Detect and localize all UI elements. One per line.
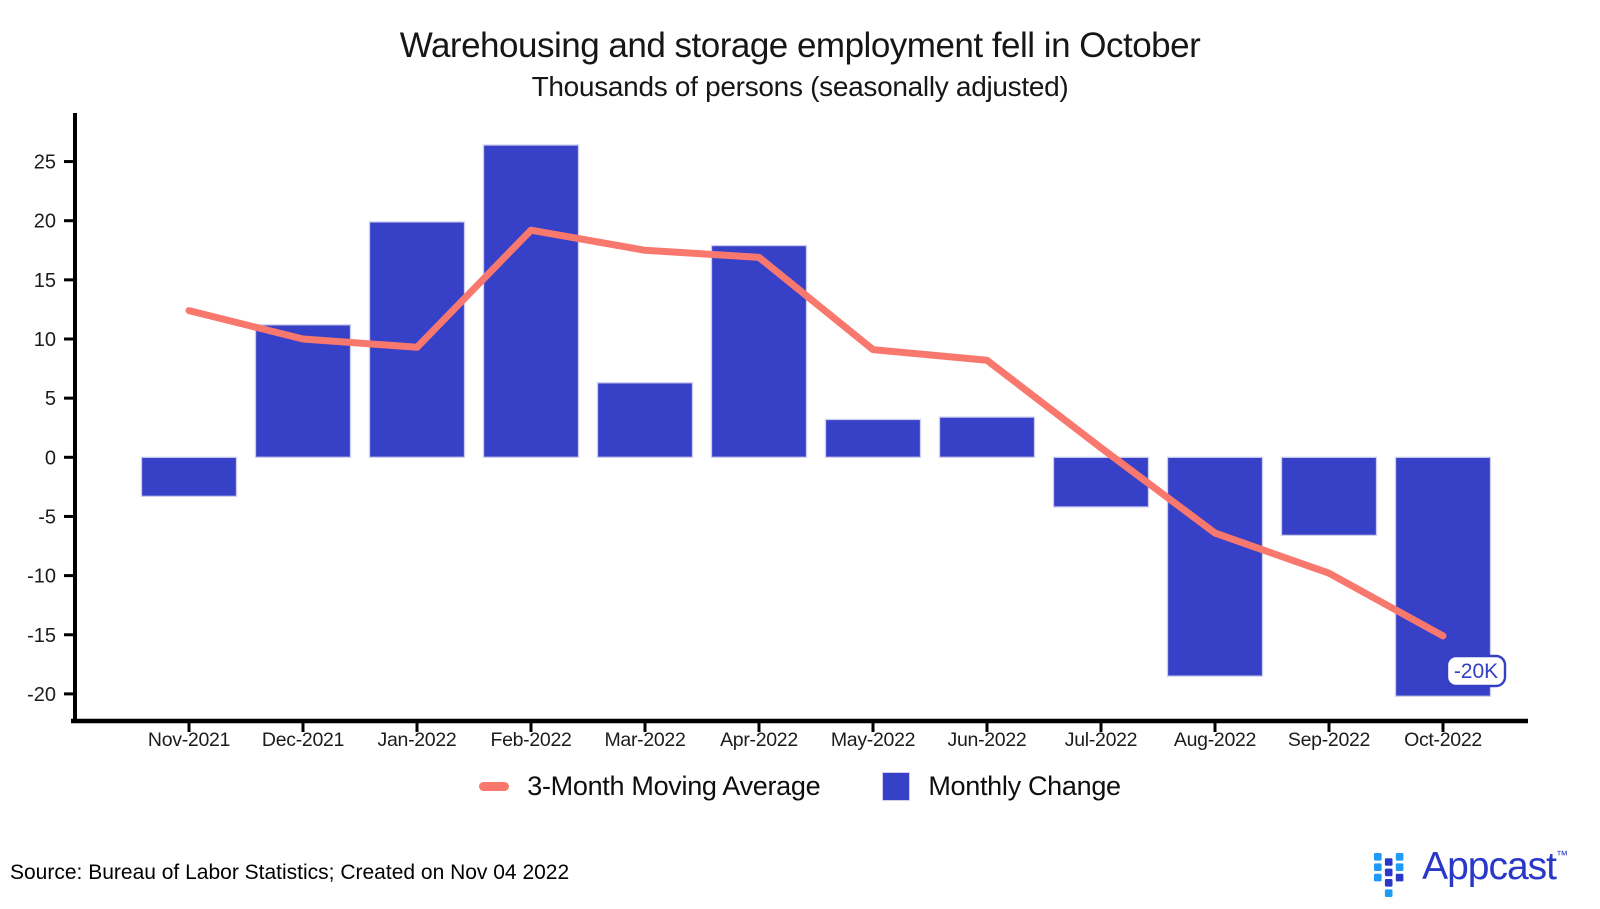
bar-Dec-2021 xyxy=(254,324,352,458)
x-tick-label-Jan-2022: Jan-2022 xyxy=(378,729,457,751)
legend: 3-Month Moving Average Monthly Change xyxy=(0,766,1600,806)
logo-square-light xyxy=(1374,863,1382,871)
moving-average-line xyxy=(185,226,1447,640)
x-tick-label-Dec-2021: Dec-2021 xyxy=(262,729,344,751)
appcast-logo: Appcast™ xyxy=(1374,845,1568,899)
chart-header: Warehousing and storage employment fell … xyxy=(0,26,1600,104)
x-tick-label-Mar-2022: Mar-2022 xyxy=(604,729,685,751)
logo-square-light xyxy=(1374,873,1382,882)
y-tick-label--5: -5 xyxy=(38,506,56,528)
monthly-change-bar-swatch xyxy=(882,771,911,801)
bar-Aug-2022 xyxy=(1166,456,1264,677)
x-tick-label-Sep-2022: Sep-2022 xyxy=(1288,729,1370,751)
y-tick-label--10: -10 xyxy=(27,566,56,588)
logo-square-light xyxy=(1384,889,1393,897)
x-tick-label-Jun-2022: Jun-2022 xyxy=(948,729,1027,751)
logo-square-dark xyxy=(1384,868,1393,877)
x-tick-label-Jul-2022: Jul-2022 xyxy=(1065,729,1137,751)
x-tick-label-Apr-2022: Apr-2022 xyxy=(720,729,798,751)
trademark-symbol: ™ xyxy=(1556,848,1568,862)
logo-square-light xyxy=(1395,863,1404,871)
logo-square-dark xyxy=(1384,858,1393,866)
y-tick-label--15: -15 xyxy=(27,625,56,647)
legend-item-moving-average: 3-Month Moving Average xyxy=(479,770,821,802)
bar-May-2022 xyxy=(824,418,922,458)
bar-Jun-2022 xyxy=(938,416,1036,458)
source-note: Source: Bureau of Labor Statistics; Crea… xyxy=(10,861,570,884)
bar-Jan-2022 xyxy=(368,221,466,458)
x-tick-label-Aug-2022: Aug-2022 xyxy=(1174,729,1256,751)
bar-Mar-2022 xyxy=(596,382,694,458)
annotation-pill xyxy=(1445,654,1507,688)
bar-Feb-2022 xyxy=(482,144,580,458)
y-tick-label-0: 0 xyxy=(45,447,56,469)
bar-Nov-2021 xyxy=(140,456,238,497)
appcast-wordmark: Appcast™ xyxy=(1422,845,1568,888)
monthly-change-label: Monthly Change xyxy=(928,770,1121,801)
logo-square-light xyxy=(1395,853,1404,861)
logo-square-light xyxy=(1374,853,1382,861)
chart-title: Warehousing and storage employment fell … xyxy=(399,26,1201,65)
y-tick-label-10: 10 xyxy=(34,329,56,351)
y-tick-label-5: 5 xyxy=(45,388,56,410)
logo-square-dark xyxy=(1384,879,1393,887)
y-tick-label-25: 25 xyxy=(34,152,56,174)
bar-Sep-2022 xyxy=(1280,456,1378,537)
x-tick-label-May-2022: May-2022 xyxy=(831,729,915,751)
bar-Jul-2022 xyxy=(1052,456,1150,508)
x-tick-label-Nov-2021: Nov-2021 xyxy=(148,729,230,751)
logo-square-dark xyxy=(1395,873,1404,882)
appcast-logo-mark xyxy=(1374,853,1404,897)
y-tick-label-20: 20 xyxy=(34,211,56,233)
x-tick-label-Feb-2022: Feb-2022 xyxy=(490,729,571,751)
chart-subtitle: Thousands of persons (seasonally adjuste… xyxy=(531,71,1069,102)
legend-item-monthly-change: Monthly Change xyxy=(882,770,1121,802)
annotation-label: -20K xyxy=(1454,660,1498,683)
x-tick-label-Oct-2022: Oct-2022 xyxy=(1404,729,1482,751)
y-tick-label-15: 15 xyxy=(34,270,56,292)
moving-average-line-swatch xyxy=(479,781,510,791)
moving-average-label: 3-Month Moving Average xyxy=(527,770,821,801)
y-tick-label--20: -20 xyxy=(27,684,56,706)
bar-Apr-2022 xyxy=(710,244,808,458)
